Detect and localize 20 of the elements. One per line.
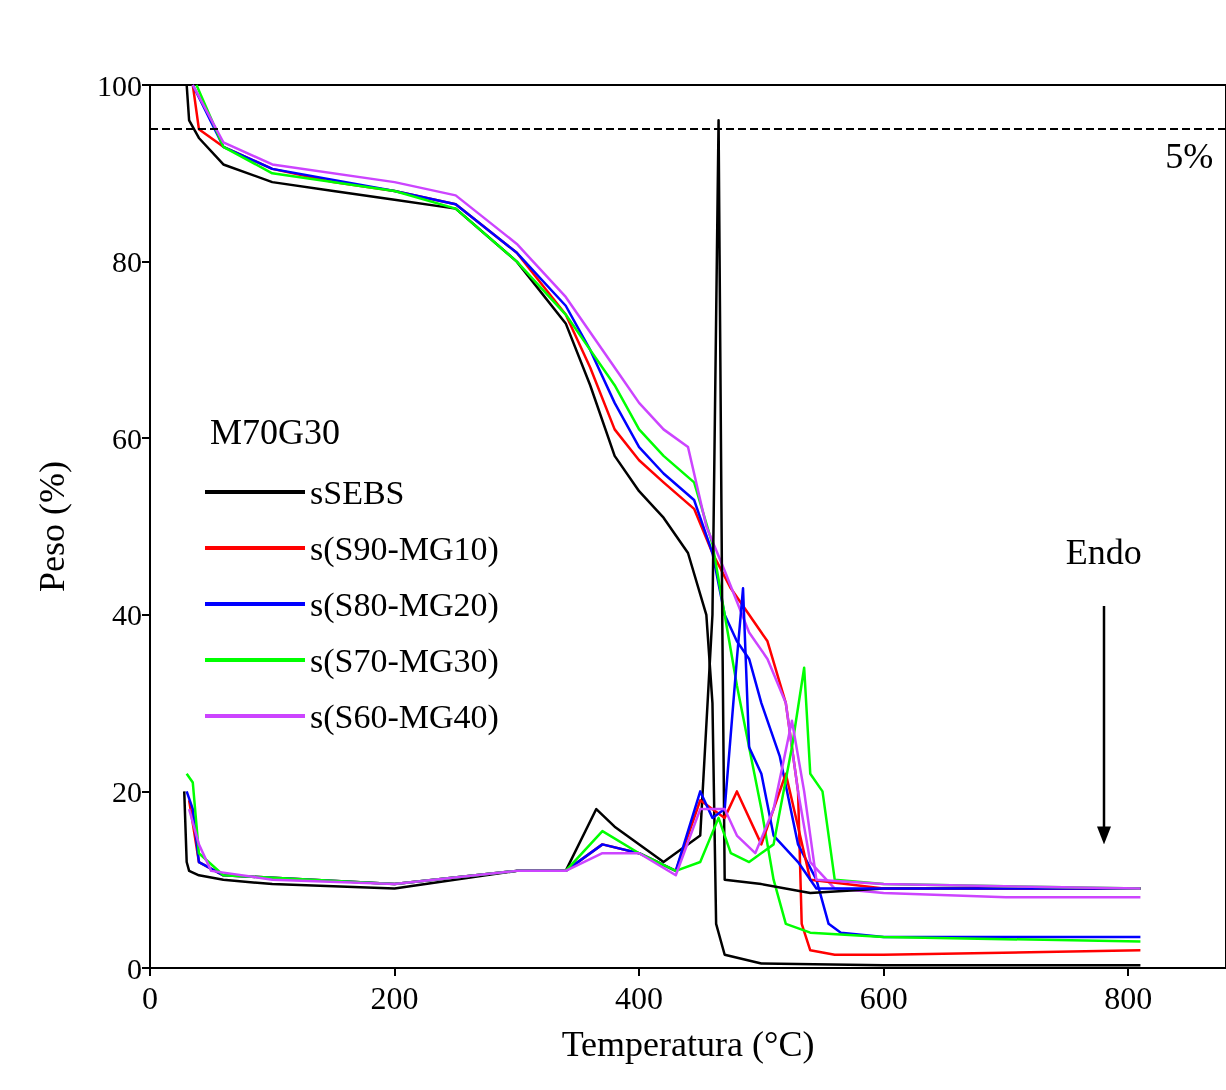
x-tick-label: 200: [370, 980, 419, 1016]
y-tick-label: 60: [112, 421, 142, 455]
annotation: Endo: [1065, 530, 1142, 573]
legend-title: M70G30: [210, 412, 341, 452]
y-axis-title: Peso (%): [32, 461, 72, 592]
y-tick-label: 40: [112, 598, 142, 632]
legend-label: sSEBS: [310, 473, 405, 511]
x-tick-label: 800: [1104, 980, 1153, 1016]
y-tick-label: 20: [112, 774, 142, 808]
annotation: 5%: [1165, 135, 1214, 178]
x-axis-title: Temperatura (°C): [561, 1024, 815, 1064]
legend-label: s(S70-MG30): [310, 641, 499, 680]
x-tick-label: 400: [615, 980, 664, 1016]
legend-label: s(S90-MG10): [310, 529, 499, 568]
legend-label: s(S60-MG40): [310, 697, 499, 736]
y-tick-label: 100: [97, 68, 142, 102]
x-tick-label: 600: [859, 980, 908, 1016]
legend-label: s(S80-MG20): [310, 585, 499, 624]
y-tick-label: 80: [112, 245, 142, 279]
y-tick-label: 0: [127, 951, 142, 985]
